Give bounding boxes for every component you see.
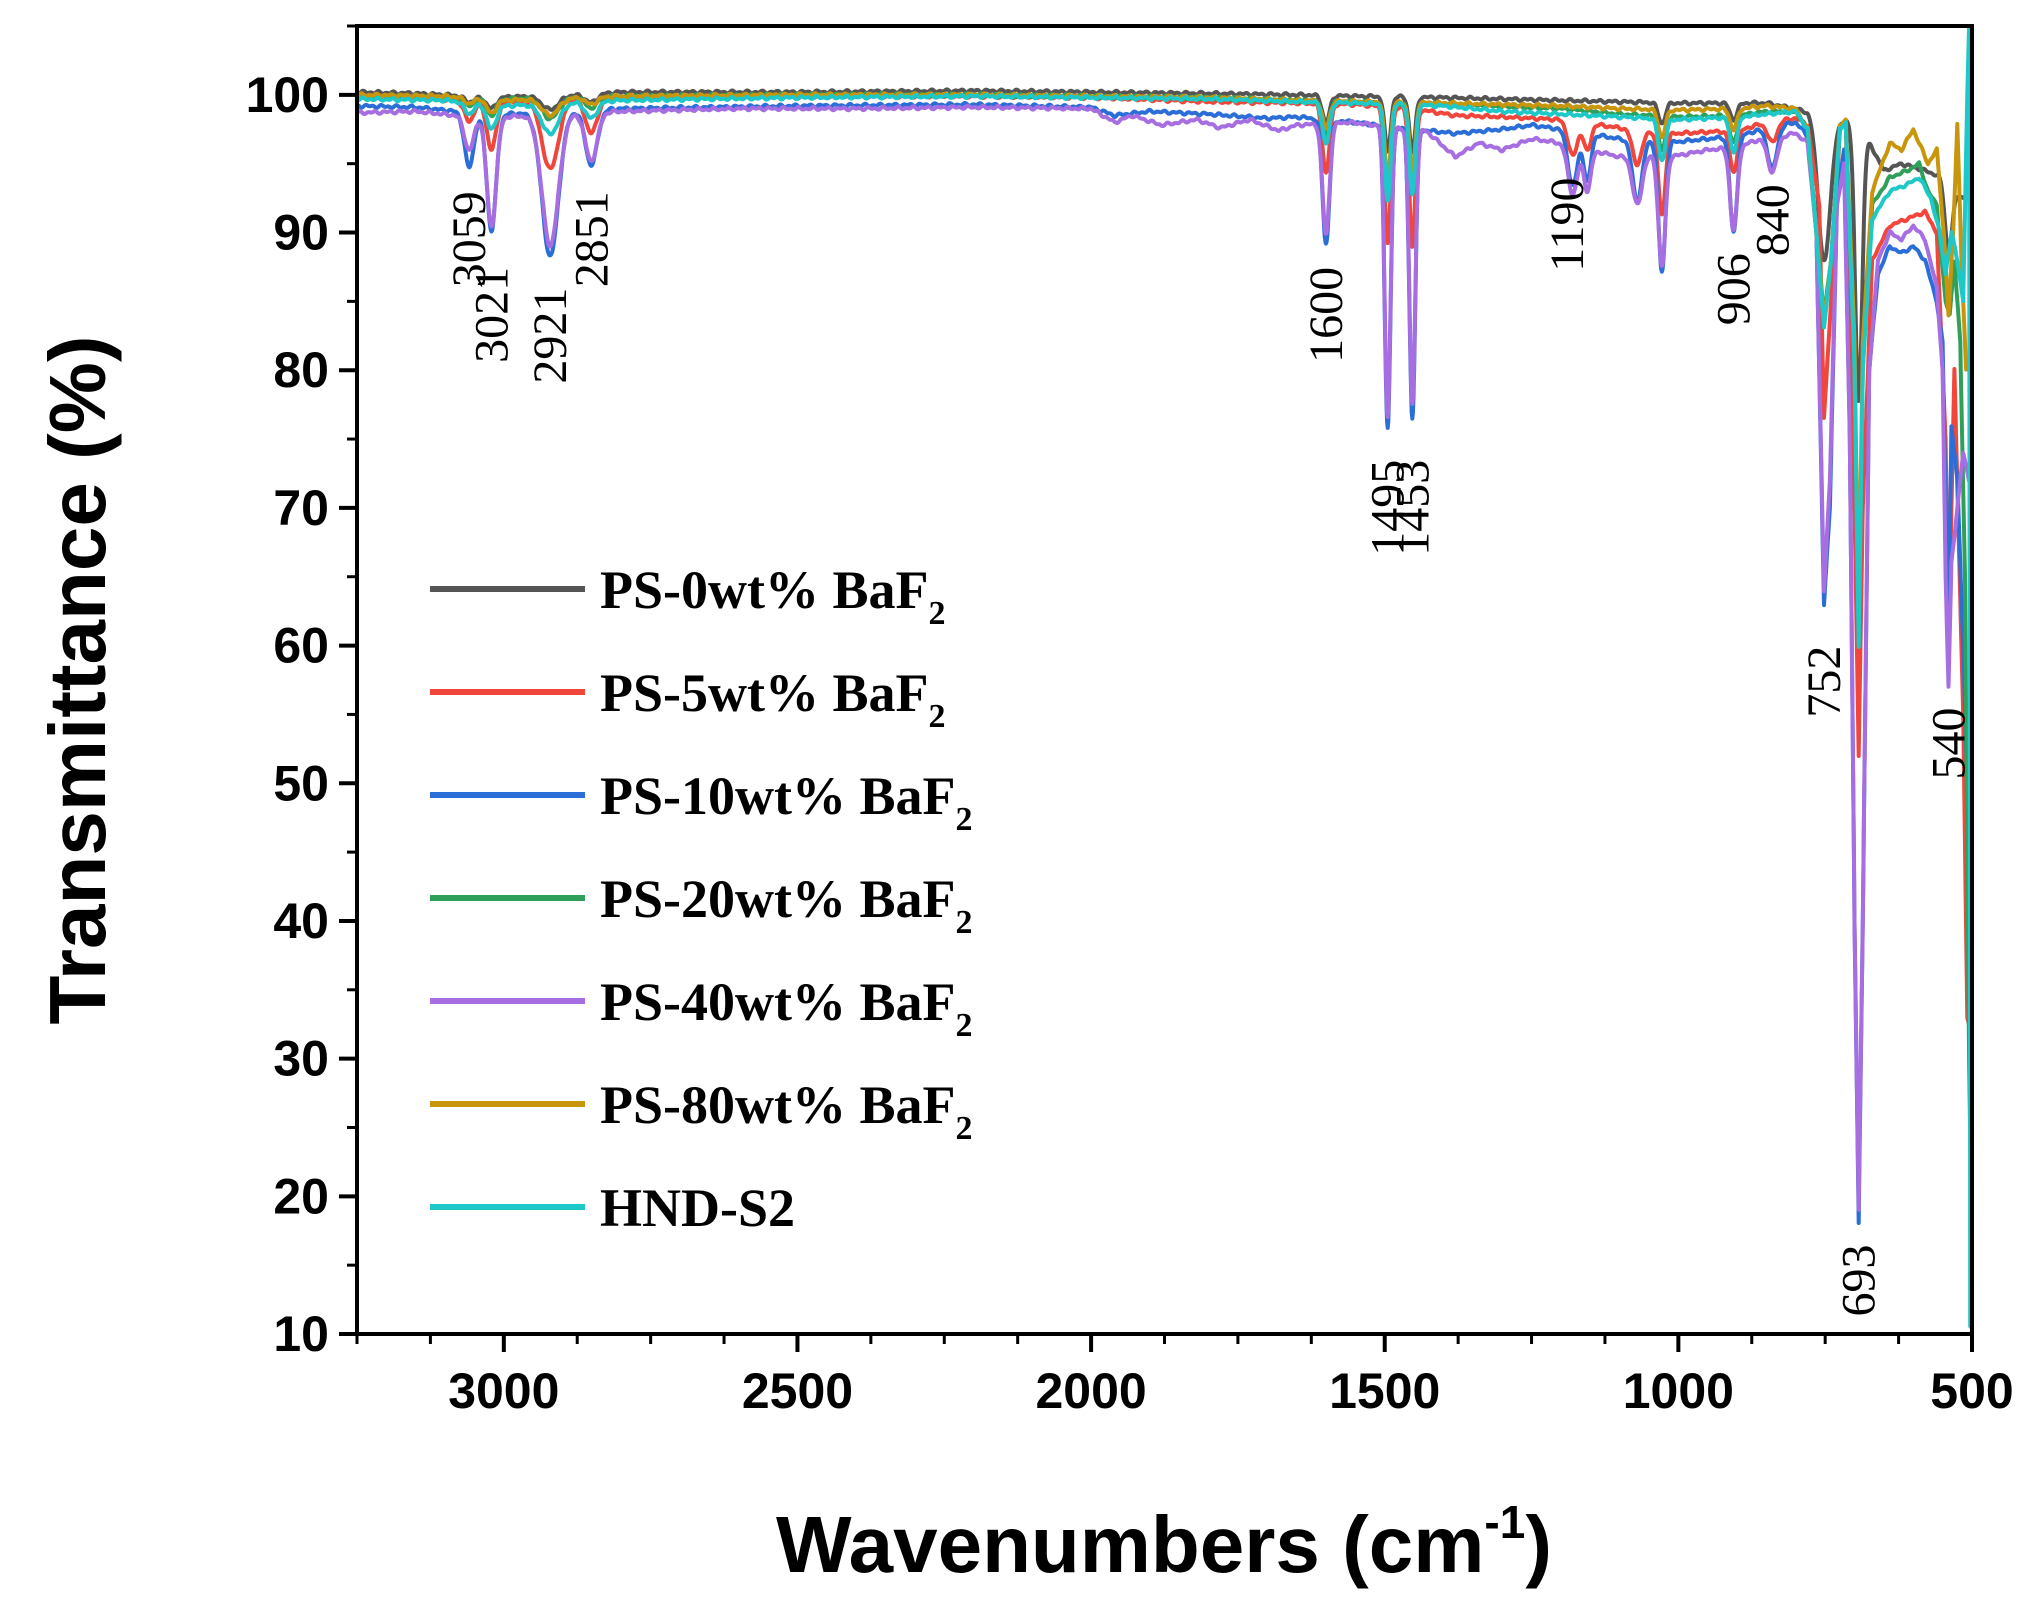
- y-tick-label-40: 40: [273, 893, 329, 949]
- y-axis-title: Transmittance (%): [33, 335, 122, 1024]
- series-line-0: [355, 87, 1974, 403]
- series-layer: [355, 24, 1974, 1330]
- series-line-2: [355, 100, 1974, 1225]
- x-tick-label-3000: 3000: [448, 1363, 559, 1419]
- y-tick-label-60: 60: [273, 618, 329, 674]
- axis-ticks: 3000 2500 2000 1500 1000 500 10 20 30 40 50 60 70 80 9…: [246, 24, 2014, 1419]
- legend: PS-0wt% BaF2 PS-5wt% BaF2 PS-10wt% BaF2 PS-…: [430, 560, 972, 1238]
- x-axis-title-sup: -1: [1484, 1496, 1525, 1548]
- series-line-6: [355, 24, 1974, 1330]
- peak-label-1495: 1495: [1362, 460, 1415, 556]
- peak-label-540: 540: [1923, 708, 1976, 780]
- legend-label-6: HND-S2: [600, 1178, 795, 1238]
- y-tick-label-50: 50: [273, 755, 329, 811]
- peak-label-3059: 3059: [443, 191, 496, 287]
- peak-label-2921: 2921: [524, 288, 577, 384]
- y-tick-label-10: 10: [273, 1306, 329, 1362]
- peak-label-693: 693: [1833, 1245, 1886, 1317]
- legend-label-5: PS-80wt% BaF2: [600, 1075, 972, 1147]
- peak-label-1190: 1190: [1541, 178, 1594, 272]
- peak-label-906: 906: [1708, 253, 1761, 325]
- legend-label-1: PS-5wt% BaF2: [600, 663, 945, 735]
- x-tick-label-500: 500: [1930, 1363, 2013, 1419]
- peak-label-1453: 1453: [1386, 460, 1439, 556]
- peak-label-1600: 1600: [1300, 267, 1353, 363]
- legend-label-0: PS-0wt% BaF2: [600, 560, 945, 632]
- legend-label-4: PS-40wt% BaF2: [600, 972, 972, 1044]
- y-tick-label-70: 70: [273, 480, 329, 536]
- x-tick-label-1000: 1000: [1623, 1363, 1734, 1419]
- x-axis-title: Wavenumbers (cm-1): [776, 1496, 1552, 1589]
- x-axis-title-main: Wavenumbers (cm: [776, 1500, 1484, 1589]
- x-tick-label-2500: 2500: [742, 1363, 853, 1419]
- peak-label-2851: 2851: [565, 191, 618, 287]
- x-tick-label-2000: 2000: [1035, 1363, 1146, 1419]
- y-tick-label-30: 30: [273, 1031, 329, 1087]
- x-tick-label-1500: 1500: [1329, 1363, 1440, 1419]
- peak-label-3021: 3021: [466, 267, 519, 363]
- series-line-4: [355, 103, 1974, 1212]
- x-axis-title-close: ): [1525, 1500, 1552, 1589]
- peak-label-752: 752: [1798, 646, 1851, 718]
- y-tick-label-90: 90: [273, 205, 329, 261]
- legend-label-3: PS-20wt% BaF2: [600, 869, 972, 941]
- legend-label-2: PS-10wt% BaF2: [600, 766, 972, 838]
- peak-label-840: 840: [1746, 184, 1799, 256]
- y-tick-label-100: 100: [246, 67, 329, 123]
- y-tick-label-20: 20: [273, 1168, 329, 1224]
- y-tick-label-80: 80: [273, 342, 329, 398]
